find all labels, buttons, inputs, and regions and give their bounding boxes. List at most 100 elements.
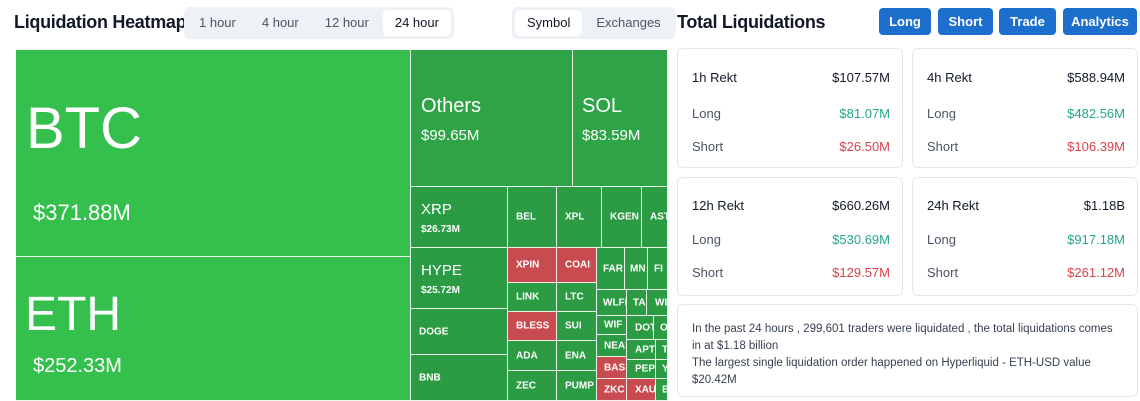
tile-bel[interactable]: BEL [508,187,557,248]
tile-sol-name: SOL [582,95,623,117]
short-value: $26.50M [839,138,890,154]
tile-xrp[interactable]: XRP $26.73M [411,187,508,248]
tile-kgen-name: KGEN [610,211,639,223]
time-range-tabs: 1 hour 4 hour 12 hour 24 hour [184,7,454,39]
tile-wlfi-name: WLFI [603,297,627,308]
tile-ltc[interactable]: LTC [557,283,597,312]
tab-12-hour[interactable]: 12 hour [324,15,369,30]
tile-wif[interactable]: WIF [597,316,627,335]
tile-others[interactable]: Others $99.65M [411,50,573,187]
tab-24-hour[interactable]: 24 hour [382,10,451,36]
tab-symbol[interactable]: Symbol [515,10,583,36]
tile-link-name: LINK [516,291,540,303]
tile-wi[interactable]: WI [647,290,668,316]
tile-sol[interactable]: SOL $83.59M [573,50,668,187]
tile-pump-name: PUMP [565,380,594,391]
tile-kgen[interactable]: KGEN [602,187,642,248]
group-by-tabs: Symbol Exchanges [512,7,676,39]
short-label: Short [927,138,959,154]
tile-ena[interactable]: ENA [557,341,597,371]
tile-dot-name: DOT [635,322,654,333]
card-4h-rekt: 4h Rekt $588.94M Long $482.56M Short $10… [912,48,1138,168]
short-button[interactable]: Short [938,8,993,35]
tile-link[interactable]: LINK [508,283,557,312]
long-value: $917.18M [1067,231,1125,247]
tile-y-name: Y [662,364,667,375]
tile-ada[interactable]: ADA [508,341,557,371]
card-total: $588.94M [1067,69,1125,85]
tab-exchanges[interactable]: Exchanges [596,15,661,30]
card-total: $107.57M [832,69,890,85]
tab-4-hour[interactable]: 4 hour [261,15,299,30]
long-button[interactable]: Long [879,8,931,35]
tile-fi[interactable]: FI [648,248,668,290]
long-label: Long [692,231,721,247]
tile-coai[interactable]: COAI [557,248,597,283]
tile-xpl[interactable]: XPL [557,187,602,248]
tile-bas[interactable]: BAS [597,357,627,379]
analytics-button[interactable]: Analytics [1063,8,1137,35]
tile-eth-value: $252.33M [33,355,122,377]
card-12h-rekt: 12h Rekt $660.26M Long $530.69M Short $1… [677,177,903,296]
tile-apt[interactable]: APT [627,340,656,360]
tile-ta-name: TA [633,297,646,308]
tile-bless[interactable]: BLESS [508,312,557,341]
card-title: 12h Rekt [692,197,745,213]
tile-btc-value: $371.88M [33,200,131,225]
tile-btc[interactable]: BTC $371.88M [16,50,411,257]
tile-y[interactable]: Y [656,360,668,379]
total-liquidations-title: Total Liquidations [677,12,826,32]
tile-zkc-name: ZKC [604,384,625,395]
long-label: Long [927,105,956,121]
short-label: Short [692,138,724,154]
tile-others-name: Others [421,95,482,117]
long-label: Long [692,105,721,121]
tile-pump[interactable]: PUMP [557,371,597,401]
tile-apt-name: APT [635,344,655,355]
tile-hype-value: $25.72M [421,285,460,296]
tile-xpin[interactable]: XPIN [508,248,557,283]
tile-o[interactable]: O [654,316,668,340]
tile-bnb[interactable]: BNB [411,355,508,401]
tile-ada-name: ADA [516,350,538,361]
card-title: 4h Rekt [927,69,972,85]
short-label: Short [927,264,959,280]
tile-ta[interactable]: TA [627,290,647,316]
tile-mn[interactable]: MN [625,248,648,290]
tile-xau[interactable]: XAU [627,379,656,401]
tile-pep[interactable]: PEP [627,360,656,379]
tile-dot[interactable]: DOT [627,316,654,340]
short-value: $261.12M [1067,264,1125,280]
trade-button[interactable]: Trade [999,8,1056,35]
tile-t[interactable]: T [656,340,668,360]
tile-eth-name: ETH [25,288,121,341]
tile-zec[interactable]: ZEC [508,371,557,401]
tile-ast[interactable]: AST [642,187,668,248]
tile-b[interactable]: B [656,379,668,401]
card-total: $660.26M [832,197,890,213]
tile-doge[interactable]: DOGE [411,309,508,355]
tab-1-hour[interactable]: 1 hour [199,15,236,30]
tile-eth[interactable]: ETH $252.33M [16,257,411,401]
heatmap-title: Liquidation Heatmap [14,12,187,32]
tile-bas-name: BAS [604,362,626,373]
long-value: $482.56M [1067,105,1125,121]
tile-sol-value: $83.59M [582,127,641,144]
tile-btc-name: BTC [26,96,142,161]
tile-wif-name: WIF [604,319,623,331]
summary-largest-order-text: The largest single liquidation order hap… [692,357,1091,386]
card-title: 24h Rekt [927,197,980,213]
tile-xrp-value: $26.73M [421,224,460,235]
tile-near[interactable]: NEAI [597,335,627,357]
tile-bless-name: BLESS [516,320,550,332]
tile-ast-name: AST [650,211,668,223]
tile-wlfi[interactable]: WLFI [597,290,627,316]
tile-bnb-name: BNB [419,372,441,383]
summary-total-text: In the past 24 hours , 299,601 traders w… [692,323,1113,352]
tile-far-name: FAR [603,263,623,274]
tile-sui[interactable]: SUI [557,312,597,341]
tile-zkc[interactable]: ZKC [597,379,627,401]
tile-hype[interactable]: HYPE $25.72M [411,248,508,309]
tile-o-name: O [660,322,668,333]
tile-far[interactable]: FAR [597,248,625,290]
